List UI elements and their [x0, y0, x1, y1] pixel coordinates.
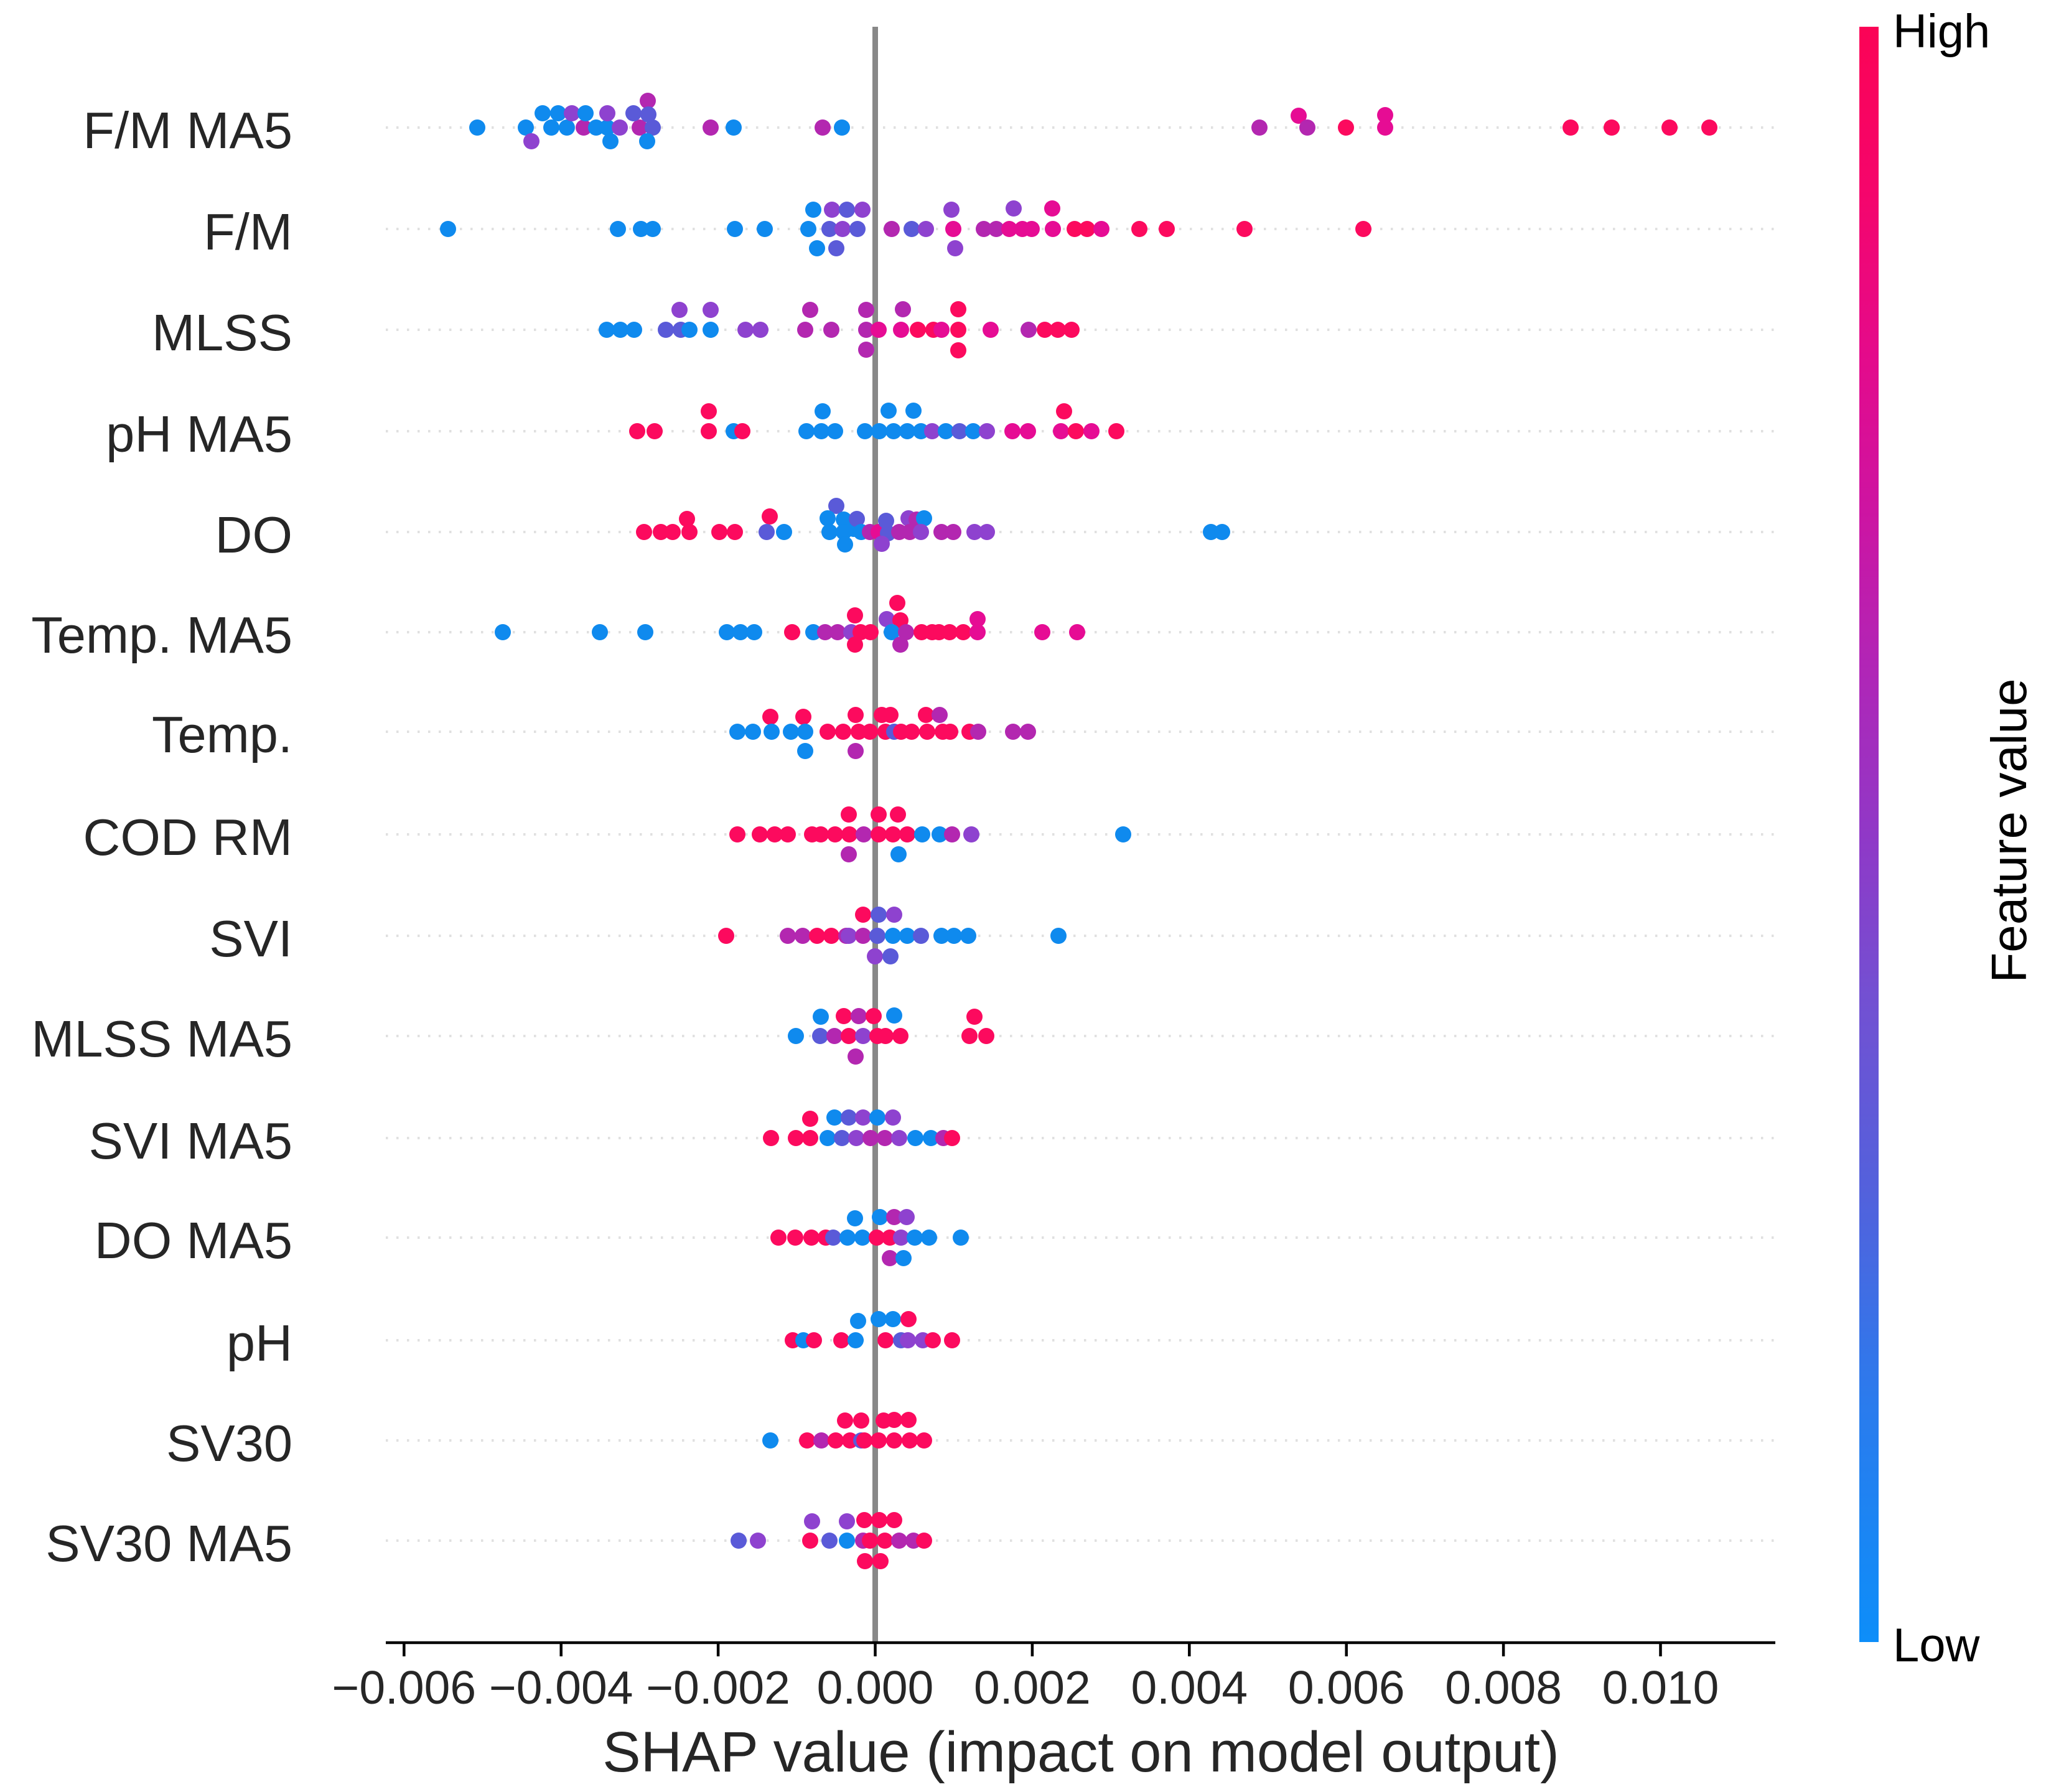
svg-text:0.004: 0.004 [1131, 1661, 1248, 1714]
svg-text:SHAP value (impact on model ou: SHAP value (impact on model output) [602, 1720, 1559, 1784]
svg-text:0.000: 0.000 [817, 1661, 934, 1714]
svg-text:MLSS MA5: MLSS MA5 [31, 1010, 292, 1068]
svg-text:SV30: SV30 [166, 1414, 292, 1472]
svg-text:MLSS: MLSS [152, 304, 292, 362]
svg-text:Feature value: Feature value [1981, 678, 2037, 982]
svg-text:DO: DO [215, 506, 293, 564]
svg-text:High: High [1893, 5, 1990, 58]
svg-text:0.002: 0.002 [974, 1661, 1091, 1714]
svg-text:−0.004: −0.004 [489, 1661, 633, 1714]
svg-text:F/M MA5: F/M MA5 [83, 101, 292, 159]
svg-text:SVI MA5: SVI MA5 [88, 1112, 292, 1170]
svg-text:Temp. MA5: Temp. MA5 [31, 606, 292, 664]
svg-text:COD RM: COD RM [83, 808, 292, 866]
svg-text:pH MA5: pH MA5 [106, 405, 292, 463]
svg-text:Temp.: Temp. [152, 706, 292, 763]
svg-text:SV30 MA5: SV30 MA5 [45, 1514, 292, 1572]
svg-text:0.010: 0.010 [1602, 1661, 1719, 1714]
svg-text:SVI: SVI [209, 910, 292, 968]
svg-text:0.006: 0.006 [1288, 1661, 1405, 1714]
svg-text:F/M: F/M [203, 203, 292, 261]
svg-text:0.008: 0.008 [1445, 1661, 1562, 1714]
svg-text:−0.002: −0.002 [646, 1661, 790, 1714]
svg-text:Low: Low [1893, 1619, 1981, 1672]
svg-text:−0.006: −0.006 [332, 1661, 476, 1714]
svg-text:DO MA5: DO MA5 [95, 1211, 292, 1269]
svg-text:pH: pH [227, 1314, 292, 1372]
